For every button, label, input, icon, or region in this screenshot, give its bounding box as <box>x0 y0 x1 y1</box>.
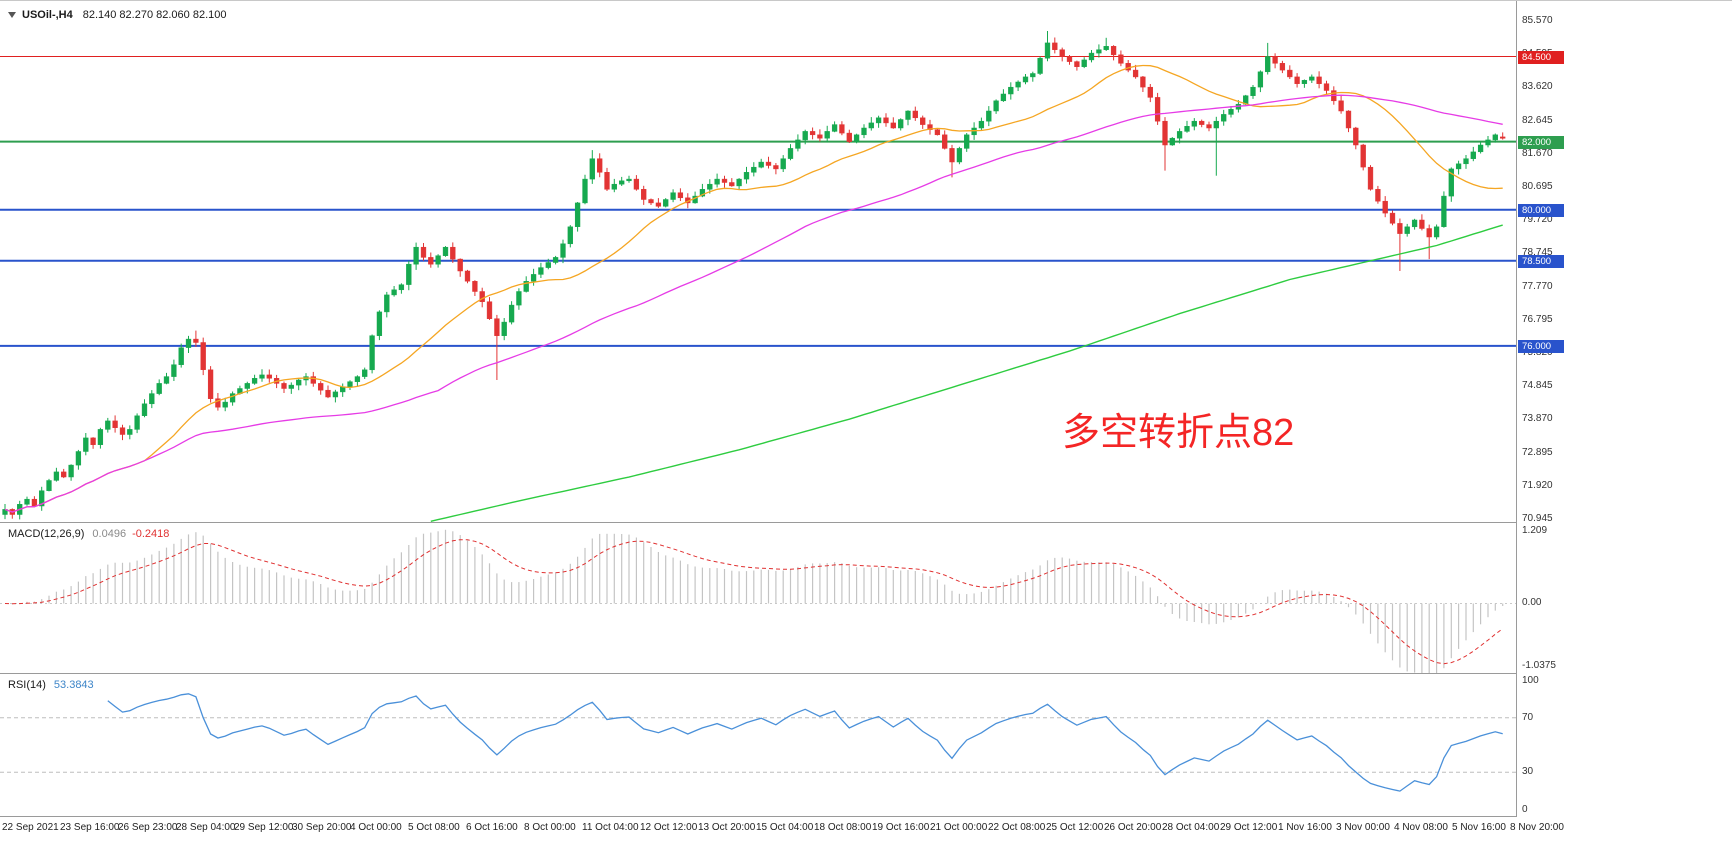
rsi-chart[interactable] <box>0 674 1516 816</box>
ma-mid-line <box>4 94 1503 513</box>
time-axis-label: 22 Sep 2021 <box>2 822 59 833</box>
macd-panel: MACD(12,26,9) 0.0496 -0.2418 <box>0 523 1516 673</box>
price-axis-label: 82.645 <box>1522 115 1553 126</box>
rsi-axis-label: 0 <box>1522 804 1528 815</box>
price-axis-label: 81.670 <box>1522 148 1553 159</box>
time-axis-label: 21 Oct 00:00 <box>930 822 988 833</box>
time-axis-label: 8 Oct 00:00 <box>524 822 576 833</box>
price-level-badge: 84.500 <box>1518 51 1564 64</box>
price-axis-label: 71.920 <box>1522 480 1553 491</box>
macd-axis-label: -1.0375 <box>1522 660 1556 671</box>
panel-separator[interactable] <box>0 522 1732 523</box>
price-axis-label: 83.620 <box>1522 81 1553 92</box>
macd-label: MACD(12,26,9) 0.0496 -0.2418 <box>8 528 169 540</box>
price-level-badge: 78.500 <box>1518 255 1564 268</box>
price-axis-label: 85.570 <box>1522 15 1553 26</box>
time-axis-label: 6 Oct 16:00 <box>466 822 518 833</box>
scale-separator <box>1516 1 1517 817</box>
symbol-dropdown-icon[interactable] <box>8 12 16 19</box>
macd-axis-label: 0.00 <box>1522 597 1542 608</box>
rsi-line <box>107 693 1503 792</box>
ohlc-values: 82.140 82.270 82.060 82.100 <box>82 9 227 21</box>
price-axis-label: 73.870 <box>1522 413 1553 424</box>
price-chart-panel: USOil-,H4 82.140 82.270 82.060 82.100 多空转… <box>0 1 1516 522</box>
trend-annotation: 多空转折点82 <box>1062 412 1295 454</box>
price-axis[interactable]: 85.57084.59583.62082.64581.67080.69579.7… <box>1517 1 1732 817</box>
rsi-axis-label: 30 <box>1522 766 1534 777</box>
time-axis-label: 22 Oct 08:00 <box>988 822 1046 833</box>
price-axis-label: 76.795 <box>1522 314 1553 325</box>
macd-histogram <box>11 529 1504 673</box>
macd-axis-label: 1.209 <box>1522 525 1548 536</box>
time-axis-label: 29 Sep 12:00 <box>234 822 294 833</box>
macd-signal-line <box>4 539 1504 665</box>
time-axis-label: 23 Sep 16:00 <box>60 822 120 833</box>
price-axis-label: 77.770 <box>1522 281 1553 292</box>
time-axis-label: 4 Oct 00:00 <box>350 822 402 833</box>
ma-fast-line <box>4 64 1503 513</box>
price-level-badge: 80.000 <box>1518 204 1564 217</box>
time-axis-label: 26 Sep 23:00 <box>118 822 178 833</box>
price-axis-label: 70.945 <box>1522 513 1553 524</box>
time-axis-label: 3 Nov 00:00 <box>1336 822 1390 833</box>
price-level-badge: 76.000 <box>1518 340 1564 353</box>
macd-signal-value: -0.2418 <box>132 528 170 540</box>
time-axis-label: 8 Nov 20:00 <box>1510 822 1564 833</box>
time-axis-label: 25 Oct 12:00 <box>1046 822 1104 833</box>
candlestick-chart[interactable] <box>0 1 1516 522</box>
time-axis-label: 19 Oct 16:00 <box>872 822 930 833</box>
time-axis-label: 15 Oct 04:00 <box>756 822 814 833</box>
macd-chart[interactable] <box>0 523 1516 673</box>
ma-slow-line <box>430 224 1503 522</box>
price-axis-label: 74.845 <box>1522 380 1553 391</box>
horizontal-level-lines[interactable] <box>0 56 1516 347</box>
panel-separator[interactable] <box>0 816 1732 817</box>
price-axis-label: 79.720 <box>1522 214 1553 225</box>
price-level-badge: 82.000 <box>1518 136 1564 149</box>
price-axis-label: 78.745 <box>1522 247 1553 258</box>
macd-main-value: 0.0496 <box>92 528 127 540</box>
symbol-period-label: USOil-,H4 <box>22 9 73 21</box>
time-axis-label: 5 Nov 16:00 <box>1452 822 1506 833</box>
time-axis-label: 12 Oct 12:00 <box>640 822 698 833</box>
time-axis-label: 29 Oct 12:00 <box>1220 822 1278 833</box>
panel-separator[interactable] <box>0 673 1732 674</box>
price-axis-label: 72.895 <box>1522 447 1553 458</box>
time-axis-label: 28 Sep 04:00 <box>176 822 236 833</box>
time-axis-label: 30 Sep 20:00 <box>292 822 352 833</box>
price-axis-label: 80.695 <box>1522 181 1553 192</box>
rsi-axis-label: 100 <box>1522 675 1539 686</box>
time-axis-label: 18 Oct 08:00 <box>814 822 872 833</box>
rsi-label: RSI(14) 53.3843 <box>8 679 94 691</box>
time-axis[interactable]: 22 Sep 2021 23 Sep 16:00 26 Sep 23:00 28 Se… <box>0 817 1732 845</box>
time-axis-label: 28 Oct 04:00 <box>1162 822 1220 833</box>
rsi-name: RSI(14) <box>8 679 46 691</box>
time-axis-label: 13 Oct 20:00 <box>698 822 756 833</box>
rsi-value: 53.3843 <box>53 679 94 691</box>
rsi-axis-label: 70 <box>1522 712 1534 723</box>
rsi-panel: RSI(14) 53.3843 <box>0 674 1516 816</box>
time-axis-label: 26 Oct 20:00 <box>1104 822 1162 833</box>
time-axis-label: 4 Nov 08:00 <box>1394 822 1448 833</box>
time-axis-label: 1 Nov 16:00 <box>1278 822 1332 833</box>
chart-title: USOil-,H4 82.140 82.270 82.060 82.100 <box>8 9 226 21</box>
time-axis-label: 5 Oct 08:00 <box>408 822 460 833</box>
macd-name: MACD(12,26,9) <box>8 528 85 540</box>
time-axis-label: 11 Oct 04:00 <box>582 822 639 833</box>
